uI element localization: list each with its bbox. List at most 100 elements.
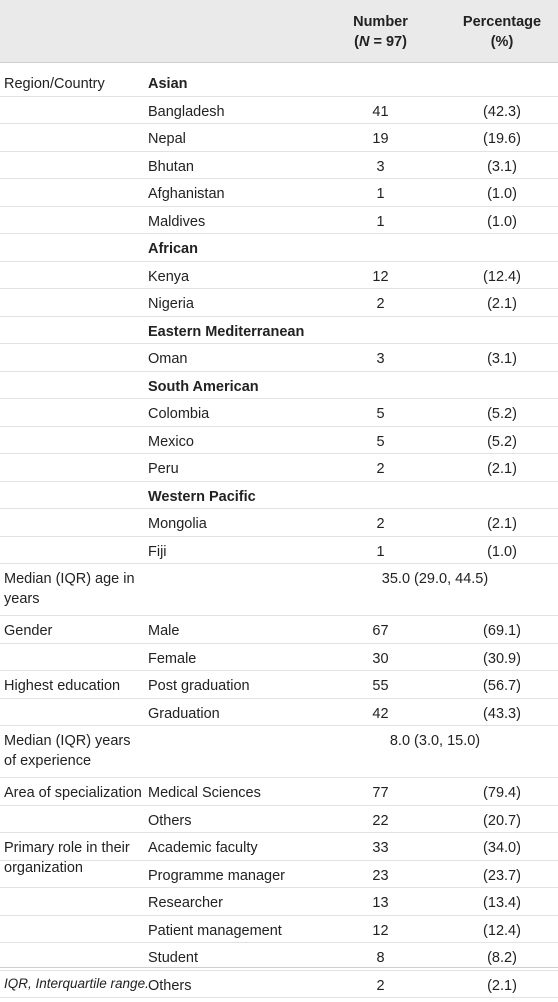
row-item-cell: Male <box>148 623 180 639</box>
row-number-cell: 41 <box>372 103 389 120</box>
row-number-cell: 2 <box>376 296 385 312</box>
row-number-cell: 30 <box>372 650 389 667</box>
row-percentage-cell: (2.1) <box>487 296 517 312</box>
number-column-header: Number (N = 97) <box>318 12 443 52</box>
row-category-cell: Area of specialization <box>4 785 142 801</box>
row-percentage-cell: (5.2) <box>487 406 517 422</box>
table-row: Maldives 1 (1.0) <box>0 207 558 234</box>
table-row: Oman 3 (3.1) <box>0 344 558 372</box>
table-row: Afghanistan 1 (1.0) <box>0 179 558 207</box>
row-group-heading: Asian <box>148 76 188 92</box>
table-row: Colombia 5 (5.2) <box>0 399 558 427</box>
row-item-cell: Medical Sciences <box>148 785 261 801</box>
number-header-line1: Number <box>353 14 408 30</box>
row-number-cell: 19 <box>372 131 389 147</box>
percentage-header-line1: Percentage <box>462 14 542 30</box>
table-row: Others 22 (20.7) <box>0 806 558 833</box>
row-percentage-cell: (1.0) <box>487 543 517 560</box>
row-median-cell: 8.0 (3.0, 15.0) <box>389 733 481 749</box>
row-number-cell: 3 <box>376 158 385 175</box>
row-number-cell: 33 <box>372 840 389 856</box>
table-row: Researcher 13 (13.4) <box>0 888 558 916</box>
row-item-cell: Graduation <box>148 705 220 722</box>
table-row: Eastern Mediterranean <box>0 317 558 344</box>
table-row: Highest education Post graduation 55 (56.7) <box>0 671 558 699</box>
row-group-heading: Western Pacific <box>148 488 256 505</box>
table-header: Number (N = 97) Percentage (%) <box>0 0 558 63</box>
row-item-cell: Others <box>148 977 192 994</box>
row-item-cell: Colombia <box>148 406 210 422</box>
table-row: South American <box>0 372 558 399</box>
row-number-cell: 42 <box>372 705 389 722</box>
row-percentage-cell: (20.7) <box>483 812 521 829</box>
row-percentage-cell: (2.1) <box>487 977 517 994</box>
row-item-cell: Others <box>148 812 192 829</box>
percentage-column-header: Percentage (%) <box>452 12 552 52</box>
row-number-cell: 12 <box>372 268 389 285</box>
row-item-cell: Fiji <box>148 543 167 560</box>
row-item-cell: Afghanistan <box>148 186 225 202</box>
row-number-cell: 22 <box>372 812 389 829</box>
row-number-cell: 55 <box>372 678 389 694</box>
table-row: Student 8 (8.2) <box>0 943 558 971</box>
row-category-cell: Median (IQR) age in years <box>4 571 135 607</box>
row-group-heading: Eastern Mediterranean <box>148 323 305 340</box>
row-percentage-cell: (69.1) <box>483 623 521 639</box>
table-row: Area of specialization Medical Sciences 77… <box>0 778 558 806</box>
row-percentage-cell: (13.4) <box>483 895 521 911</box>
row-item-cell: Bangladesh <box>148 103 225 120</box>
row-item-cell: Maldives <box>148 213 206 230</box>
row-percentage-cell: (3.1) <box>487 158 517 175</box>
table-row: Fiji 1 (1.0) <box>0 537 558 564</box>
table-row: African <box>0 234 558 262</box>
row-percentage-cell: (30.9) <box>483 650 521 667</box>
row-percentage-cell: (1.0) <box>487 213 517 230</box>
row-percentage-cell: (2.1) <box>487 516 517 532</box>
table-row: Mexico 5 (5.2) <box>0 427 558 454</box>
row-item-cell: Academic faculty <box>148 840 258 856</box>
table-row: Bhutan 3 (3.1) <box>0 152 558 179</box>
row-item-cell: Post graduation <box>148 678 250 694</box>
table-row: Mongolia 2 (2.1) <box>0 509 558 537</box>
percentage-header-line2: (%) <box>490 34 514 50</box>
row-item-cell: Nepal <box>148 131 186 147</box>
table-row: Median (IQR) years of experience 8.0 (3.0… <box>0 726 558 778</box>
row-percentage-cell: (12.4) <box>483 922 521 939</box>
row-percentage-cell: (19.6) <box>483 131 521 147</box>
row-item-cell: Peru <box>148 461 179 477</box>
row-number-cell: 1 <box>376 543 385 560</box>
row-number-cell: 5 <box>376 406 385 422</box>
table-body: Region/Country Asian Bangladesh 41 (42.3) Nep… <box>0 69 558 998</box>
row-percentage-cell: (34.0) <box>483 840 521 856</box>
table-row: Patient management 12 (12.4) <box>0 916 558 943</box>
row-number-cell: 8 <box>376 950 385 966</box>
row-category-cell: Highest education <box>4 678 121 694</box>
table-row: Primary role in their organization Academ… <box>0 833 558 876</box>
row-item-cell: Oman <box>148 351 188 367</box>
row-percentage-cell: (3.1) <box>487 351 517 367</box>
table-row: Nepal 19 (19.6) <box>0 124 558 152</box>
row-item-cell: Mongolia <box>148 516 207 532</box>
table-row: Peru 2 (2.1) <box>0 454 558 482</box>
table-row: Graduation 42 (43.3) <box>0 699 558 726</box>
row-item-cell: Mexico <box>148 433 194 450</box>
row-item-cell: Patient management <box>148 922 282 939</box>
row-percentage-cell: (23.7) <box>483 867 521 884</box>
row-item-cell: Student <box>148 950 198 966</box>
row-category-cell: Primary role in their organization <box>4 840 130 876</box>
row-percentage-cell: (43.3) <box>483 705 521 722</box>
row-percentage-cell: (1.0) <box>487 186 517 202</box>
row-number-cell: 67 <box>372 623 389 639</box>
row-number-cell: 5 <box>376 433 385 450</box>
row-percentage-cell: (5.2) <box>487 433 517 450</box>
row-category-cell: Gender <box>4 623 53 639</box>
row-category-cell: Region/Country <box>4 76 105 92</box>
table-row: Gender Male 67 (69.1) <box>0 616 558 644</box>
table-bottom-rule <box>0 967 558 968</box>
row-number-cell: 13 <box>372 895 389 911</box>
row-group-heading: South American <box>148 378 259 395</box>
table-row: Median (IQR) age in years 35.0 (29.0, 44.… <box>0 564 558 616</box>
table-footnote: IQR, Interquartile range. <box>4 976 149 991</box>
row-item-cell: Programme manager <box>148 867 285 884</box>
